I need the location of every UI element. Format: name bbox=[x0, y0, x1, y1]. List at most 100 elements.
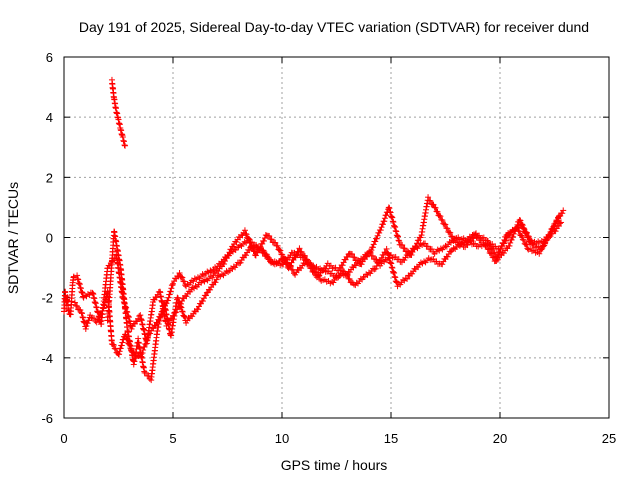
data-point-marker bbox=[284, 259, 291, 266]
data-point-marker bbox=[389, 268, 396, 275]
data-point-marker bbox=[388, 264, 395, 271]
data-point-marker bbox=[239, 232, 246, 239]
data-point-marker bbox=[558, 219, 565, 226]
data-point-marker bbox=[536, 250, 543, 257]
data-point-marker bbox=[512, 227, 519, 234]
y-axis-label: SDTVAR / TECUs bbox=[5, 182, 21, 294]
data-point-marker bbox=[464, 242, 471, 249]
data-point-marker bbox=[494, 256, 501, 263]
data-point-marker bbox=[341, 268, 348, 275]
chart-title: Day 191 of 2025, Sidereal Day-to-day VTE… bbox=[79, 19, 589, 35]
data-point-marker bbox=[241, 227, 248, 234]
data-point-marker bbox=[419, 241, 426, 248]
data-point-marker bbox=[384, 249, 391, 256]
data-point-marker bbox=[377, 227, 384, 234]
data-point-marker bbox=[308, 265, 315, 272]
data-point-marker bbox=[386, 208, 393, 215]
data-point-marker bbox=[434, 208, 441, 215]
data-point-marker bbox=[444, 253, 451, 260]
x-tick-label: 10 bbox=[275, 431, 289, 446]
data-point-marker bbox=[79, 314, 86, 321]
data-point-marker bbox=[373, 235, 380, 242]
data-point-marker bbox=[237, 259, 244, 266]
data-point-marker bbox=[510, 230, 517, 237]
data-point-marker bbox=[370, 241, 377, 248]
data-point-marker bbox=[491, 250, 498, 257]
data-point-marker bbox=[174, 294, 181, 301]
data-point-marker bbox=[394, 233, 401, 240]
data-point-marker bbox=[74, 275, 81, 282]
data-point-marker bbox=[118, 342, 125, 349]
data-point-marker bbox=[395, 237, 402, 244]
data-point-marker bbox=[513, 224, 520, 231]
data-point-marker bbox=[274, 242, 281, 249]
data-point-marker bbox=[344, 254, 351, 261]
data-point-marker bbox=[120, 138, 127, 145]
data-point-marker bbox=[306, 261, 313, 268]
data-point-marker bbox=[175, 295, 182, 302]
data-point-marker bbox=[189, 313, 196, 320]
data-point-marker bbox=[190, 278, 197, 285]
data-point-marker bbox=[76, 281, 83, 288]
data-point-marker bbox=[126, 318, 133, 325]
data-point-marker bbox=[497, 245, 504, 252]
data-point-marker bbox=[78, 309, 85, 316]
data-point-marker bbox=[119, 339, 126, 346]
data-point-marker bbox=[233, 239, 240, 246]
data-point-marker bbox=[401, 257, 408, 264]
data-point-marker bbox=[524, 234, 531, 241]
data-point-marker bbox=[401, 245, 408, 252]
data-point-marker bbox=[560, 207, 567, 214]
data-point-marker bbox=[351, 254, 358, 261]
x-tick-label: 0 bbox=[60, 431, 67, 446]
data-point-marker bbox=[393, 228, 400, 235]
data-point-marker bbox=[381, 215, 388, 222]
data-point-marker bbox=[484, 237, 491, 244]
data-point-marker bbox=[387, 209, 394, 216]
data-point-marker bbox=[507, 239, 514, 246]
data-point-marker bbox=[387, 259, 394, 266]
data-point-marker bbox=[82, 292, 89, 299]
data-point-marker bbox=[70, 273, 77, 280]
data-point-marker bbox=[346, 276, 353, 283]
data-point-marker bbox=[296, 245, 303, 252]
data-point-marker bbox=[112, 346, 119, 353]
data-point-marker bbox=[519, 222, 526, 229]
data-point-marker bbox=[391, 273, 398, 280]
data-point-marker bbox=[261, 237, 268, 244]
data-point-marker bbox=[155, 321, 162, 328]
data-point-marker bbox=[388, 213, 395, 220]
data-point-marker bbox=[111, 345, 118, 352]
data-point-marker bbox=[178, 274, 185, 281]
data-point-marker bbox=[142, 369, 149, 376]
data-point-marker bbox=[376, 229, 383, 236]
data-point-marker bbox=[176, 299, 183, 306]
data-point-marker bbox=[330, 279, 337, 286]
data-point-marker bbox=[302, 257, 309, 264]
data-point-marker bbox=[78, 288, 85, 295]
series-start-cluster bbox=[61, 273, 77, 318]
data-point-marker bbox=[236, 260, 243, 267]
data-point-marker bbox=[499, 242, 506, 249]
data-point-marker bbox=[389, 218, 396, 225]
data-point-marker bbox=[199, 298, 206, 305]
data-point-marker bbox=[156, 317, 163, 324]
data-point-marker bbox=[243, 231, 250, 238]
data-point-marker bbox=[525, 234, 532, 241]
data-point-marker bbox=[444, 225, 451, 232]
data-point-marker bbox=[489, 246, 496, 253]
data-point-marker bbox=[501, 236, 508, 243]
data-point-marker bbox=[387, 259, 394, 266]
data-point-marker bbox=[316, 272, 323, 279]
data-point-marker bbox=[559, 210, 566, 217]
data-point-marker bbox=[272, 239, 279, 246]
data-point-marker bbox=[369, 244, 376, 251]
data-point-marker bbox=[546, 231, 553, 238]
data-point-marker bbox=[430, 201, 437, 208]
data-point-marker bbox=[358, 261, 365, 268]
data-point-marker bbox=[519, 236, 526, 243]
data-point-marker bbox=[82, 325, 89, 332]
data-point-marker bbox=[372, 265, 379, 272]
data-point-marker bbox=[207, 286, 214, 293]
